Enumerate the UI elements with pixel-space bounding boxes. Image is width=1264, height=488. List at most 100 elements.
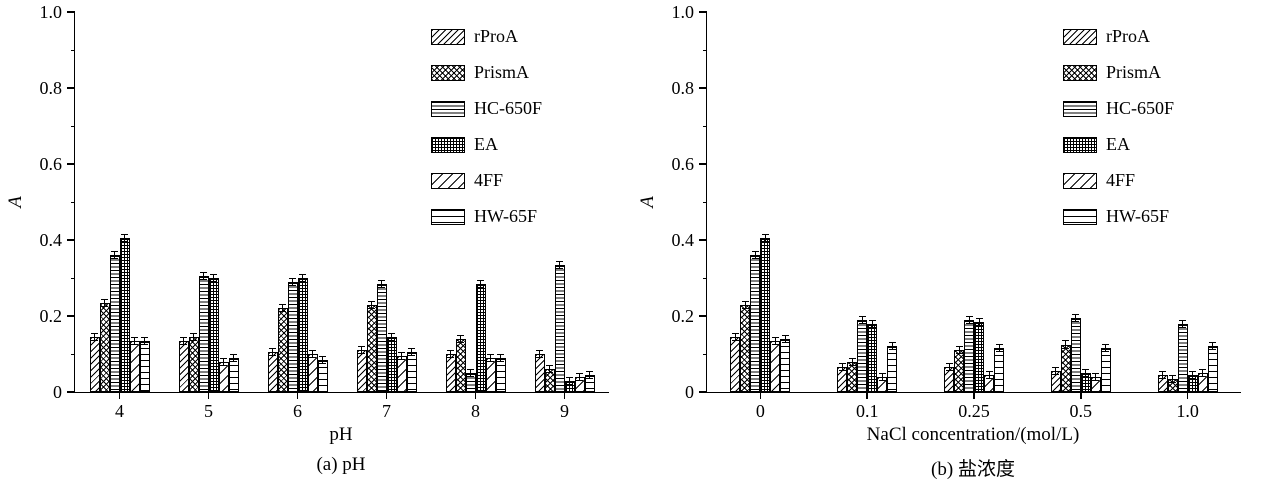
error-bar-cap (477, 286, 484, 288)
error-bar-cap (751, 251, 759, 253)
error-bar (134, 337, 135, 344)
legend-item-HC-650F: HC-650F (431, 98, 542, 119)
y-axis-tick-label: 0.6 (39, 154, 63, 174)
error-bar-cap (299, 273, 306, 275)
x-axis-tick (385, 392, 388, 399)
bar-PrismA-7 (366, 304, 377, 392)
legend-label: 4FF (1106, 170, 1136, 190)
error-bar (891, 343, 893, 350)
legend-item-EA: EA (1063, 134, 1174, 155)
legend-item-4FF: 4FF (431, 170, 542, 191)
error-bar-cap (781, 341, 789, 343)
x-axis-label: NaCl concentration/(mol/L) (866, 424, 1080, 445)
bar-4FF-0 (770, 340, 781, 392)
error-bar (841, 364, 843, 371)
y-axis-tick-label: 0.8 (671, 78, 695, 98)
y-axis-tick (67, 239, 75, 241)
error-bar-cap (1199, 376, 1207, 378)
legend-label: HW-65F (474, 206, 537, 226)
error-bar-cap (388, 339, 395, 341)
error-bar-cap (838, 370, 846, 372)
error-bar (1202, 369, 1204, 377)
x-axis-tick-label: 0.25 (958, 401, 990, 421)
legend-swatch-cross (431, 64, 465, 81)
y-axis-tick-label: 0 (53, 382, 62, 402)
error-bar-cap (975, 317, 983, 319)
error-bar-cap (358, 353, 365, 355)
error-bar-cap (398, 351, 405, 353)
bar-HC-650F-0.25 (964, 319, 974, 392)
legend-swatch-diag (1063, 28, 1097, 45)
error-bar-cap (975, 324, 983, 326)
error-bar-cap (1062, 340, 1070, 342)
error-bar-cap (586, 377, 593, 379)
error-bar-cap (771, 336, 779, 338)
x-axis-tick (207, 392, 210, 399)
error-bar (754, 252, 756, 259)
y-axis-minor-tick (71, 277, 75, 279)
error-bar-cap (457, 341, 464, 343)
error-bar-cap (279, 304, 286, 306)
bar-4FF-4 (129, 340, 140, 392)
bar-4FF-8 (485, 357, 496, 392)
error-bar-cap (358, 346, 365, 348)
error-bar-cap (1082, 376, 1090, 378)
error-bar (371, 301, 372, 308)
error-bar (401, 352, 402, 359)
error-bar-cap (1169, 381, 1177, 383)
error-bar-cap (556, 267, 563, 269)
error-bar (881, 373, 883, 380)
error-bar-cap (131, 336, 138, 338)
error-bar (114, 252, 115, 259)
bar-rProA-5 (178, 340, 189, 392)
error-bar-cap (210, 281, 217, 283)
bar-rProA-6 (267, 352, 278, 392)
bar-4FF-7 (396, 355, 407, 392)
error-bar-cap (230, 360, 237, 362)
error-bar (104, 299, 105, 306)
error-bar-cap (101, 298, 108, 300)
error-bar-cap (1169, 374, 1177, 376)
error-bar (411, 349, 412, 356)
error-bar (1075, 314, 1077, 321)
x-axis-tick (759, 392, 762, 399)
error-bar-cap (1159, 370, 1167, 372)
legend-swatch-hlines-sparse (431, 208, 465, 225)
error-bar-cap (858, 315, 866, 317)
bar-HW-65F-0.1 (887, 346, 898, 392)
error-bar (978, 318, 980, 325)
legend-label: rProA (474, 26, 518, 46)
legend-label: EA (474, 134, 498, 154)
x-axis-tick-label: 7 (382, 401, 391, 421)
y-axis-tick (699, 163, 707, 165)
legend-item-PrismA: PrismA (1063, 62, 1174, 83)
error-bar (361, 347, 362, 354)
error-bar-cap (111, 258, 118, 260)
error-bar (1212, 343, 1214, 350)
error-bar-cap (111, 251, 118, 253)
x-axis-tick-label: 8 (471, 401, 480, 421)
bar-HW-65F-0.5 (1100, 348, 1111, 392)
error-bar-cap (781, 334, 789, 336)
bar-PrismA-5 (188, 336, 199, 392)
legend-item-PrismA: PrismA (431, 62, 542, 83)
bar-HW-65F-4 (139, 340, 150, 392)
legend: rProA PrismA HC-650F EA 4FF HW-65F (431, 26, 542, 242)
panel-caption: (a) pH (316, 454, 366, 475)
error-bar (302, 274, 303, 282)
x-axis-label: pH (329, 424, 353, 445)
y-axis-minor-tick (71, 125, 75, 127)
error-bar-cap (91, 339, 98, 341)
legend-swatch-cross (1063, 64, 1097, 81)
y-axis-tick-label: 1.0 (671, 2, 695, 22)
error-bar (213, 274, 214, 282)
error-bar (1105, 345, 1107, 352)
y-axis-label: A (5, 196, 26, 208)
legend-item-rProA: rProA (1063, 26, 1174, 47)
error-bar-cap (190, 332, 197, 334)
x-axis-tick (973, 392, 975, 399)
bar-HC-650F-0 (750, 255, 761, 392)
legend-item-rProA: rProA (431, 26, 542, 47)
legend-swatch-diag-sparse (431, 172, 465, 189)
legend-swatch-hlines-dense (1063, 100, 1097, 117)
